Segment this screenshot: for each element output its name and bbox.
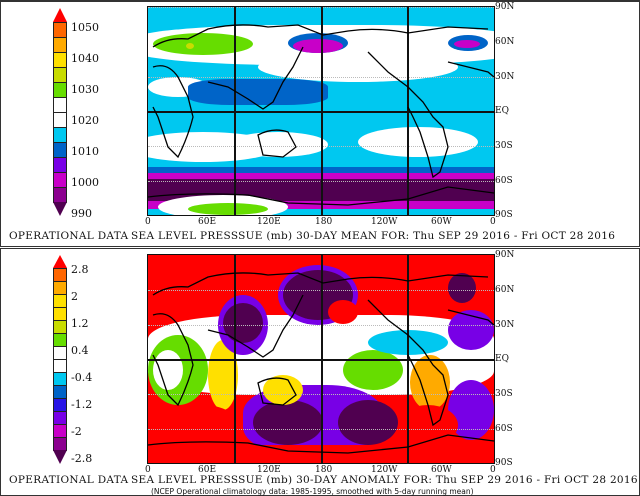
lon-tick: 120W — [371, 465, 398, 475]
lon-tick: 0 — [490, 465, 496, 475]
colorbar-label: 990 — [71, 207, 92, 220]
colorbar-label: -2.8 — [71, 452, 93, 465]
coastline-overlay — [148, 24, 494, 206]
lon-tick: 120W — [371, 217, 398, 227]
coastline-overlay — [148, 272, 494, 454]
mean-colorbar — [53, 8, 67, 218]
colorbar-label: 1030 — [71, 83, 99, 96]
colorbar-label: -1.2 — [71, 398, 93, 411]
lon-tick: 0 — [490, 217, 496, 227]
colorbar-label: 1000 — [71, 176, 99, 189]
panel-caption-left: OPERATIONAL DATA — [9, 474, 129, 486]
lon-tick: 180 — [315, 465, 333, 475]
lon-tick: 120E — [257, 465, 281, 475]
lat-tick: 90S — [495, 210, 513, 220]
colorbar-label: 1.2 — [71, 317, 89, 330]
colorbar-label: 1020 — [71, 114, 99, 127]
lat-tick: 60N — [495, 285, 515, 295]
lat-tick: 30S — [495, 389, 513, 399]
colorbar-min-arrow — [53, 202, 67, 216]
lon-tick: 180 — [315, 217, 333, 227]
colorbar-min-arrow — [53, 450, 67, 464]
colorbar-label: 2.8 — [71, 263, 89, 276]
lon-tick: 60E — [198, 217, 217, 227]
lat-tick: 90S — [495, 458, 513, 468]
colorbar-label: 1040 — [71, 52, 99, 65]
lat-tick: 90N — [495, 2, 515, 12]
colorbar-label: 0.4 — [71, 344, 89, 357]
lat-tick: 30S — [495, 141, 513, 151]
panel-caption-title: SEA LEVEL PRESSSUE (mb) 30-DAY ANOMALY F… — [131, 474, 638, 486]
lon-tick: 120E — [257, 217, 281, 227]
climatology-note: (NCEP Operational climatology data: 1985… — [151, 487, 474, 496]
lat-tick: 60S — [495, 176, 513, 186]
lat-tick: EQ — [495, 106, 509, 116]
mean-slp-map — [147, 6, 495, 216]
lat-tick: 30N — [495, 72, 515, 82]
lon-tick: 60E — [198, 465, 217, 475]
lat-tick: 60S — [495, 424, 513, 434]
lat-tick: 30N — [495, 320, 515, 330]
colorbar-max-arrow — [53, 255, 67, 268]
anomaly-slp-panel: 2.8 2 1.2 0.4 -0.4 -1.2 -2 -2.8 — [0, 248, 640, 496]
colorbar-label: 1050 — [71, 21, 99, 34]
panel-caption-left: OPERATIONAL DATA — [9, 230, 129, 242]
panel-caption-title: SEA LEVEL PRESSSUE (mb) 30-DAY MEAN FOR:… — [131, 230, 616, 242]
lon-tick: 60W — [431, 465, 452, 475]
colorbar-max-arrow — [53, 8, 67, 22]
colorbar-label: -2 — [71, 425, 82, 438]
lat-tick: 90N — [495, 250, 515, 260]
lon-tick: 60W — [431, 217, 452, 227]
lon-tick: 0 — [145, 217, 151, 227]
anomaly-colorbar — [53, 255, 67, 471]
colorbar-label: 1010 — [71, 145, 99, 158]
lat-tick: EQ — [495, 354, 509, 364]
lat-tick: 60N — [495, 37, 515, 47]
mean-slp-panel: 1050 1040 1030 1020 1010 1000 990 — [0, 0, 640, 247]
colorbar-label: 2 — [71, 290, 78, 303]
lon-tick: 0 — [145, 465, 151, 475]
anomaly-slp-map — [147, 254, 495, 464]
colorbar-label: -0.4 — [71, 371, 93, 384]
